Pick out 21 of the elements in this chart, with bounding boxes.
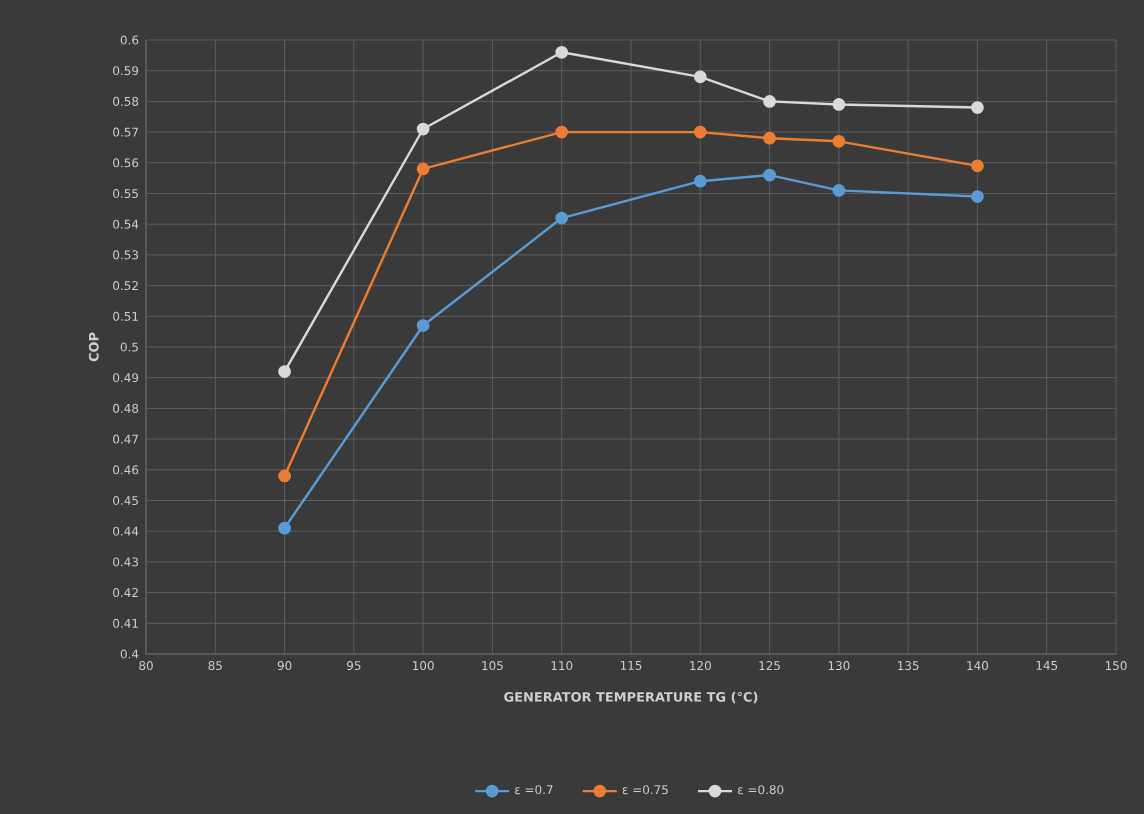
point xyxy=(416,162,430,176)
point xyxy=(278,365,291,378)
point xyxy=(971,190,984,203)
point xyxy=(555,211,569,225)
point xyxy=(693,125,707,139)
point xyxy=(763,95,776,108)
point xyxy=(971,101,984,114)
point xyxy=(693,70,707,84)
point xyxy=(832,134,846,148)
point xyxy=(763,131,776,145)
point xyxy=(278,521,291,535)
point xyxy=(971,159,984,173)
point xyxy=(832,98,846,111)
point xyxy=(278,469,291,483)
point xyxy=(555,125,569,139)
point xyxy=(555,45,569,59)
point xyxy=(416,319,430,332)
point xyxy=(763,168,776,182)
point xyxy=(416,122,430,136)
point xyxy=(693,174,707,188)
point xyxy=(832,184,846,197)
